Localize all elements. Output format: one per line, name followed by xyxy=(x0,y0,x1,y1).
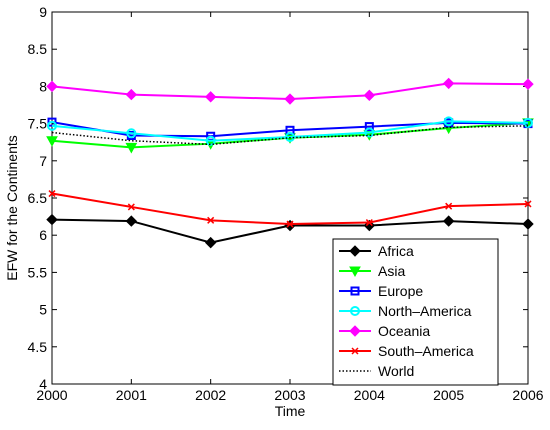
data-point xyxy=(125,88,138,101)
data-point xyxy=(46,80,58,93)
y-axis-title: EFW for the Continents xyxy=(4,135,20,281)
data-point xyxy=(523,117,533,128)
x-tick-label: 2002 xyxy=(195,387,226,403)
data-point xyxy=(46,136,58,147)
y-tick-label: 9 xyxy=(39,4,47,20)
y-tick-label: 5.5 xyxy=(28,264,48,280)
legend: Africa Asia Europe North–America Oceania Sout… xyxy=(332,238,499,386)
legend-label: World xyxy=(378,363,414,379)
legend-marker xyxy=(350,286,360,296)
axis-ticks: 2000 2001 2002 2003 2004 2005 2006 4 4.5 5 5.5 6 6.5… xyxy=(28,4,544,403)
data-point xyxy=(48,190,56,198)
legend-entry: North–America xyxy=(339,303,472,319)
data-point xyxy=(205,135,216,146)
series-5 xyxy=(48,190,532,228)
x-tick-label: 2001 xyxy=(116,387,147,403)
data-point xyxy=(204,91,217,103)
y-tick-label: 8 xyxy=(39,78,47,94)
data-point xyxy=(365,219,373,227)
data-point xyxy=(522,218,534,230)
series-4 xyxy=(46,77,534,105)
data-point xyxy=(445,202,453,210)
legend-entry: Europe xyxy=(339,283,423,299)
data-point xyxy=(364,122,374,132)
data-point xyxy=(204,236,217,249)
y-tick-label: 7.5 xyxy=(28,116,48,132)
legend-entry: World xyxy=(339,363,414,379)
series-layer xyxy=(46,77,534,249)
legend-marker xyxy=(349,245,361,257)
data-point xyxy=(127,203,135,211)
data-point xyxy=(522,78,534,90)
legend-label: Africa xyxy=(378,243,414,259)
x-tick-label: 2005 xyxy=(433,387,464,403)
y-tick-label: 5 xyxy=(39,302,47,318)
x-tick-label: 2003 xyxy=(274,387,305,403)
data-point xyxy=(442,77,455,90)
legend-marker xyxy=(350,306,360,316)
y-tick-label: 7 xyxy=(39,153,47,169)
data-point xyxy=(363,89,376,102)
y-tick-label: 8.5 xyxy=(28,41,48,57)
y-tick-label: 6.5 xyxy=(28,190,48,206)
y-tick-label: 4.5 xyxy=(28,339,48,355)
x-axis-title: Time xyxy=(275,403,306,419)
legend-entry: South–America xyxy=(339,343,474,359)
legend-entry: Africa xyxy=(339,243,414,259)
legend-entry: Asia xyxy=(339,263,405,279)
data-point xyxy=(524,200,532,208)
data-point xyxy=(46,213,58,226)
x-tick-label: 2004 xyxy=(354,387,385,403)
data-point xyxy=(47,117,57,127)
data-point xyxy=(47,120,57,131)
series-0 xyxy=(46,213,534,249)
data-point xyxy=(364,127,375,138)
legend-marker xyxy=(349,266,361,278)
data-point xyxy=(125,142,138,154)
data-point xyxy=(126,128,137,139)
data-point xyxy=(442,215,455,227)
y-tick-label: 4 xyxy=(39,376,47,392)
legend-label: North–America xyxy=(378,303,472,319)
data-point xyxy=(284,93,296,105)
series-line xyxy=(51,125,529,146)
legend-label: Oceania xyxy=(378,323,430,339)
x-tick-label: 2000 xyxy=(36,387,67,403)
data-point xyxy=(443,116,454,127)
data-point xyxy=(286,220,294,228)
y-tick-label: 6 xyxy=(39,227,47,243)
legend-marker xyxy=(351,347,359,355)
x-tick-label: 2006 xyxy=(512,387,543,403)
legend-label: Europe xyxy=(378,283,423,299)
data-point xyxy=(125,215,138,227)
data-point xyxy=(207,216,215,224)
legend-label: South–America xyxy=(378,343,474,359)
legend-label: Asia xyxy=(378,263,405,279)
legend-marker xyxy=(349,325,361,337)
series-6 xyxy=(51,125,529,146)
legend-entry: Oceania xyxy=(339,323,430,339)
series-line xyxy=(51,121,529,138)
